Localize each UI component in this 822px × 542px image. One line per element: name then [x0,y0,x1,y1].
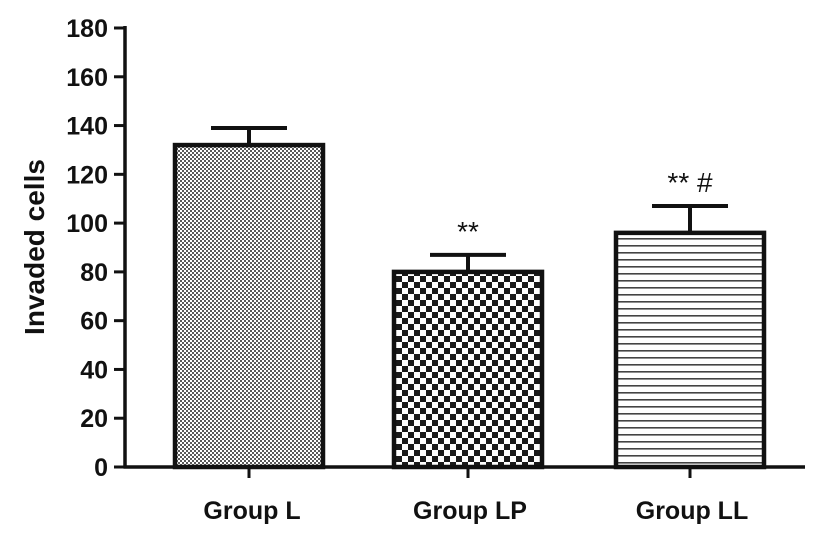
y-tick-label: 40 [80,356,108,384]
y-axis-title: Invaded cells [19,159,50,335]
y-tick-label: 80 [80,259,108,287]
y-tick-label: 100 [66,210,108,238]
bar-group-l [172,142,326,470]
y-axis: 0 20 40 60 80 100 120 140 160 180 [66,15,127,482]
significance-annotations: ** ** # [457,167,713,247]
category-label: Group LP [413,497,527,525]
category-label: Group LL [636,497,748,525]
y-axis-title-group: Invaded cells [19,159,50,335]
bars [172,142,767,470]
error-bars [211,125,728,272]
category-labels: Group L Group LP Group LL [203,497,748,525]
significance-marker: ** # [667,167,713,198]
y-tick-label: 120 [66,161,108,189]
y-tick-label: 160 [66,64,108,92]
y-tick-label: 60 [80,308,108,336]
y-tick-label: 20 [80,405,108,433]
significance-marker: ** [457,216,479,247]
y-tick-label: 140 [66,113,108,141]
y-tick-label: 0 [94,454,108,482]
bar-group-lp [391,269,545,470]
bar-group-ll [613,230,767,470]
y-tick-label: 180 [66,15,108,43]
category-label: Group L [203,497,300,525]
